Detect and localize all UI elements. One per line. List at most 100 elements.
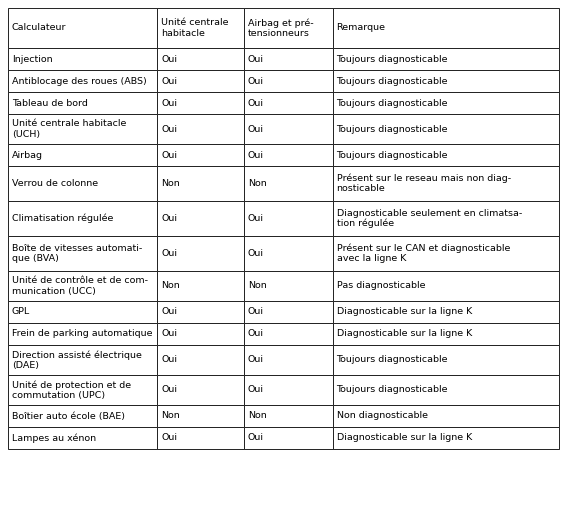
Bar	[244, 92, 332, 114]
Bar	[244, 8, 332, 48]
Text: Oui: Oui	[248, 150, 264, 160]
Bar	[332, 375, 559, 405]
Bar	[8, 92, 157, 114]
Bar	[244, 144, 332, 166]
Text: Direction assisté électrique
(DAE): Direction assisté électrique (DAE)	[12, 350, 142, 370]
Text: Non: Non	[248, 179, 266, 188]
Text: Lampes au xénon: Lampes au xénon	[12, 433, 96, 443]
Bar	[157, 375, 244, 405]
Text: Diagnosticable sur la ligne K: Diagnosticable sur la ligne K	[337, 307, 472, 316]
Text: Oui: Oui	[162, 124, 177, 134]
Text: Non: Non	[248, 411, 266, 421]
Text: Oui: Oui	[248, 330, 264, 338]
Text: Antiblocage des roues (ABS): Antiblocage des roues (ABS)	[12, 77, 147, 85]
Bar	[157, 323, 244, 345]
Text: Oui: Oui	[162, 99, 177, 108]
Bar	[157, 8, 244, 48]
Text: Non diagnosticable: Non diagnosticable	[337, 411, 428, 421]
Text: Oui: Oui	[162, 54, 177, 64]
Bar	[332, 114, 559, 144]
Text: Frein de parking automatique: Frein de parking automatique	[12, 330, 153, 338]
Bar	[244, 375, 332, 405]
Text: Présent sur le reseau mais non diag-
nosticable: Présent sur le reseau mais non diag- nos…	[337, 174, 511, 194]
Bar	[244, 301, 332, 323]
Bar	[157, 345, 244, 375]
Bar	[332, 166, 559, 201]
Bar	[8, 323, 157, 345]
Bar	[8, 70, 157, 92]
Bar	[244, 345, 332, 375]
Bar	[157, 271, 244, 301]
Text: Unité centrale habitacle
(UCH): Unité centrale habitacle (UCH)	[12, 119, 126, 139]
Text: Diagnosticable sur la ligne K: Diagnosticable sur la ligne K	[337, 433, 472, 442]
Bar	[8, 114, 157, 144]
Text: Non: Non	[162, 281, 180, 291]
Text: Boîte de vitesses automati-
que (BVA): Boîte de vitesses automati- que (BVA)	[12, 244, 142, 263]
Bar	[8, 375, 157, 405]
Text: Toujours diagnosticable: Toujours diagnosticable	[337, 99, 448, 108]
Text: Oui: Oui	[248, 249, 264, 258]
Text: Diagnosticable seulement en climatsa-
tion régulée: Diagnosticable seulement en climatsa- ti…	[337, 208, 522, 229]
Text: Tableau de bord: Tableau de bord	[12, 99, 88, 108]
Text: Remarque: Remarque	[337, 23, 386, 33]
Text: Oui: Oui	[162, 433, 177, 442]
Text: Climatisation régulée: Climatisation régulée	[12, 214, 113, 223]
Text: Non: Non	[248, 281, 266, 291]
Bar	[332, 144, 559, 166]
Bar	[244, 114, 332, 144]
Bar	[332, 345, 559, 375]
Bar	[332, 201, 559, 236]
Text: Injection: Injection	[12, 54, 53, 64]
Bar	[244, 271, 332, 301]
Text: Oui: Oui	[248, 386, 264, 395]
Bar	[157, 201, 244, 236]
Bar	[157, 236, 244, 271]
Text: GPL: GPL	[12, 307, 30, 316]
Bar	[244, 323, 332, 345]
Bar	[8, 271, 157, 301]
Bar	[244, 427, 332, 449]
Bar	[157, 144, 244, 166]
Bar	[332, 92, 559, 114]
Text: Toujours diagnosticable: Toujours diagnosticable	[337, 124, 448, 134]
Bar	[8, 301, 157, 323]
Bar	[332, 427, 559, 449]
Bar	[244, 405, 332, 427]
Text: Oui: Oui	[248, 124, 264, 134]
Text: Unité centrale
habitacle: Unité centrale habitacle	[162, 18, 229, 38]
Text: Toujours diagnosticable: Toujours diagnosticable	[337, 54, 448, 64]
Text: Oui: Oui	[162, 356, 177, 365]
Text: Oui: Oui	[162, 330, 177, 338]
Bar	[244, 70, 332, 92]
Bar	[332, 70, 559, 92]
Bar	[332, 323, 559, 345]
Text: Oui: Oui	[162, 150, 177, 160]
Text: Oui: Oui	[248, 307, 264, 316]
Text: Non: Non	[162, 411, 180, 421]
Text: Oui: Oui	[248, 99, 264, 108]
Bar	[157, 166, 244, 201]
Text: Unité de protection et de
commutation (UPC): Unité de protection et de commutation (U…	[12, 380, 131, 400]
Text: Boîtier auto école (BAE): Boîtier auto école (BAE)	[12, 411, 125, 421]
Bar	[8, 236, 157, 271]
Bar	[8, 144, 157, 166]
Text: Oui: Oui	[162, 249, 177, 258]
Text: Oui: Oui	[162, 386, 177, 395]
Text: Toujours diagnosticable: Toujours diagnosticable	[337, 356, 448, 365]
Text: Oui: Oui	[248, 214, 264, 223]
Text: Non: Non	[162, 179, 180, 188]
Text: Oui: Oui	[248, 356, 264, 365]
Text: Calculateur: Calculateur	[12, 23, 66, 33]
Bar	[332, 405, 559, 427]
Bar	[8, 166, 157, 201]
Bar	[244, 236, 332, 271]
Bar	[157, 92, 244, 114]
Bar	[332, 236, 559, 271]
Text: Diagnosticable sur la ligne K: Diagnosticable sur la ligne K	[337, 330, 472, 338]
Bar	[332, 48, 559, 70]
Bar	[332, 301, 559, 323]
Text: Toujours diagnosticable: Toujours diagnosticable	[337, 150, 448, 160]
Bar	[244, 48, 332, 70]
Bar	[244, 201, 332, 236]
Text: Oui: Oui	[248, 433, 264, 442]
